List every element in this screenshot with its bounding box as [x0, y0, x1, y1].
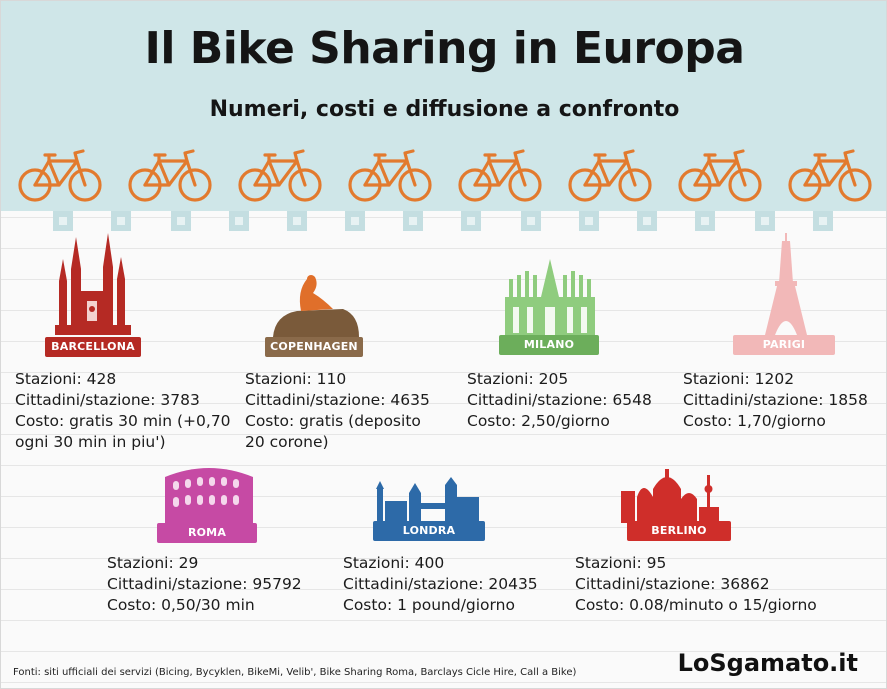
copenhagen-label: COPENHAGEN — [265, 337, 363, 357]
copenhagen-costo-extra: 20 corone) — [245, 433, 329, 451]
berlino-cittadini: Cittadini/stazione: 36862 — [575, 575, 770, 593]
decorative-tab — [521, 211, 541, 231]
berlino-icon — [619, 467, 723, 523]
bicycle-icon — [787, 147, 873, 205]
decorative-tab — [579, 211, 599, 231]
berlino-stazioni: Stazioni: 95 — [575, 554, 667, 572]
bicycle-icon — [347, 147, 433, 205]
londra-label: LONDRA — [373, 521, 485, 541]
roma-icon — [161, 465, 257, 523]
brand-logo-text: LoSgamato.it — [677, 649, 858, 677]
roma-costo: Costo: 0,50/30 min — [107, 596, 255, 614]
berlino-costo: Costo: 0.08/minuto o 15/giorno — [575, 596, 817, 614]
sources-note: Fonti: siti ufficiali dei servizi (Bicin… — [13, 667, 577, 678]
bicycle-icon — [677, 147, 763, 205]
londra-stazioni: Stazioni: 400 — [343, 554, 445, 572]
berlino-info: Stazioni: 95 Cittadini/stazione: 36862 C… — [575, 553, 817, 616]
barcellona-icon — [45, 229, 145, 339]
decorative-tab — [53, 211, 73, 231]
barcellona-costo: Costo: gratis 30 min (+0,70 — [15, 412, 231, 430]
bicycle-icon — [127, 147, 213, 205]
roma-info: Stazioni: 29 Cittadini/stazione: 95792 C… — [107, 553, 302, 616]
parigi-info: Stazioni: 1202 Cittadini/stazione: 1858 … — [683, 369, 868, 432]
milano-stazioni: Stazioni: 205 — [467, 370, 569, 388]
milano-cittadini: Cittadini/stazione: 6548 — [467, 391, 652, 409]
barcellona-costo-extra: ogni 30 min in piu') — [15, 433, 166, 451]
page-subtitle: Numeri, costi e diffusione a confronto — [209, 97, 680, 122]
decorative-tab — [813, 211, 833, 231]
decorative-tab — [755, 211, 775, 231]
bicycle-icon — [457, 147, 543, 205]
decorative-tab — [637, 211, 657, 231]
roma-cittadini: Cittadini/stazione: 95792 — [107, 575, 302, 593]
londra-info: Stazioni: 400 Cittadini/stazione: 20435 … — [343, 553, 538, 616]
barcellona-label: BARCELLONA — [45, 337, 141, 357]
page-title: Il Bike Sharing in Europa — [144, 23, 745, 74]
decorative-tab — [695, 211, 715, 231]
roma-stazioni: Stazioni: 29 — [107, 554, 199, 572]
decorative-tab — [403, 211, 423, 231]
copenhagen-stazioni: Stazioni: 110 — [245, 370, 347, 388]
berlino-label: BERLINO — [627, 521, 731, 541]
bicycle-icon — [567, 147, 653, 205]
decorative-tab — [171, 211, 191, 231]
header-banner: Il Bike Sharing in Europa Numeri, costi … — [1, 1, 886, 211]
londra-cittadini: Cittadini/stazione: 20435 — [343, 575, 538, 593]
parigi-cittadini: Cittadini/stazione: 1858 — [683, 391, 868, 409]
decorative-tabs — [1, 211, 886, 233]
bicycle-icon — [237, 147, 323, 205]
bike-row — [1, 147, 886, 207]
barcellona-stazioni: Stazioni: 428 — [15, 370, 117, 388]
barcellona-info: Stazioni: 428 Cittadini/stazione: 3783 C… — [15, 369, 231, 453]
milano-info: Stazioni: 205 Cittadini/stazione: 6548 C… — [467, 369, 652, 432]
copenhagen-icon — [267, 269, 365, 339]
decorative-tab — [345, 211, 365, 231]
bicycle-icon — [17, 147, 103, 205]
londra-costo: Costo: 1 pound/giorno — [343, 596, 515, 614]
parigi-costo: Costo: 1,70/giorno — [683, 412, 826, 430]
decorative-tab — [461, 211, 481, 231]
copenhagen-costo: Costo: gratis (deposito — [245, 412, 421, 430]
copenhagen-info: Stazioni: 110 Cittadini/stazione: 4635 C… — [245, 369, 430, 453]
milano-icon — [501, 257, 599, 339]
barcellona-cittadini: Cittadini/stazione: 3783 — [15, 391, 200, 409]
parigi-label: PARIGI — [733, 335, 835, 355]
roma-label: ROMA — [157, 523, 257, 543]
milano-costo: Costo: 2,50/giorno — [467, 412, 610, 430]
decorative-tab — [111, 211, 131, 231]
decorative-tab — [287, 211, 307, 231]
milano-label: MILANO — [499, 335, 599, 355]
decorative-tab — [229, 211, 249, 231]
londra-icon — [373, 477, 483, 523]
copenhagen-cittadini: Cittadini/stazione: 4635 — [245, 391, 430, 409]
parigi-stazioni: Stazioni: 1202 — [683, 370, 795, 388]
parigi-icon — [761, 233, 811, 337]
